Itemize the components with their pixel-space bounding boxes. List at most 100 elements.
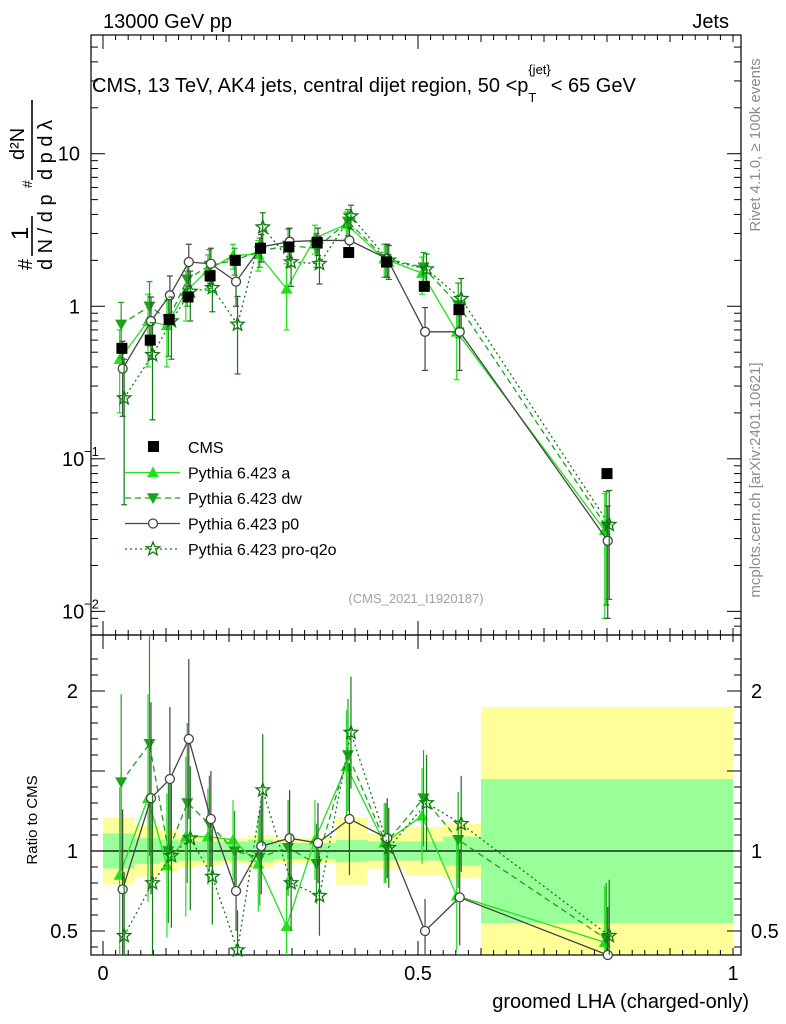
analysis-watermark: (CMS_2021_I1920187) [348, 591, 483, 606]
ratio-point-pythia-6-423-p0 [454, 892, 465, 903]
cms-data-point [311, 236, 323, 248]
series-line-pythia-6-423-p0 [122, 239, 609, 542]
ratio-tick-label-left: 2 [67, 681, 78, 703]
point-pythia-6-423-pro-q2o [342, 207, 360, 224]
y-tick-label-exponent: −1 [84, 444, 99, 459]
point-pythia-6-423-p0 [145, 315, 157, 327]
ratio-point-pythia-6-423-dw [341, 750, 354, 761]
point-pythia-6-423-p0 [183, 256, 194, 268]
mcplots-label: mcplots.cern.ch [arXiv:2401.10621] [747, 362, 764, 597]
point-pythia-6-423-pro-q2o [115, 389, 133, 406]
ratio-point-pythia-6-423-pro-q2o [311, 886, 328, 903]
ratio-tick-label-left: 0.5 [50, 921, 78, 943]
ratio-point-pythia-6-423-a [227, 833, 240, 845]
ratio-point-pythia-6-423-pro-q2o [418, 794, 435, 811]
cms-data-point [601, 468, 613, 480]
point-pythia-6-423-p0 [454, 326, 465, 337]
ratio-point-pythia-6-423-p0 [256, 841, 267, 852]
y-label-denominator-1: d N / d p [35, 194, 57, 270]
ratio-tick-label-right: 1 [751, 841, 762, 863]
ratio-point-pythia-6-423-pro-q2o [115, 926, 133, 943]
ratio-line-pythia-6-423-pro-q2o [123, 730, 610, 951]
cms-data-point [255, 242, 266, 254]
y-tick-label: 1 [69, 296, 80, 318]
point-pythia-6-423-pro-q2o [600, 515, 618, 532]
point-pythia-6-423-p0 [164, 290, 176, 301]
cms-data-point [116, 342, 128, 354]
legend-label-pythia-6-423-p0: Pythia 6.423 p0 [188, 517, 299, 534]
point-pythia-6-423-p0 [344, 235, 355, 246]
ratio-point-pythia-6-423-p0 [284, 833, 295, 844]
point-pythia-6-423-pro-q2o [282, 253, 300, 270]
x-tick-label: 0 [97, 963, 108, 985]
cms-data-point [418, 280, 430, 292]
point-pythia-6-423-dw [143, 301, 156, 313]
cms-data-point [182, 291, 194, 303]
plot-title-sub: T [528, 90, 536, 105]
series-pythia-6-423-p0 [117, 226, 613, 619]
point-pythia-6-423-p0 [230, 276, 242, 287]
ratio-point-pythia-6-423-p0 [164, 773, 176, 785]
point-pythia-6-423-pro-q2o [254, 218, 272, 235]
ratio-point-pythia-6-423-pro-q2o [342, 723, 360, 740]
y-axis-label-ratio: Ratio to CMS [24, 775, 41, 864]
ratio-point-pythia-6-423-dw [143, 739, 156, 750]
legend-marker-pythia-6-423-pro-q2o [144, 540, 162, 557]
point-pythia-6-423-pro-q2o [144, 346, 161, 363]
plot-title: CMS, 13 TeV, AK4 jets, central dijet reg… [92, 62, 636, 105]
y-axis-label-main: # 1 d N / d p # d²N d p d λ [7, 100, 57, 270]
legend-marker-pythia-6-423-dw [147, 493, 159, 504]
ratio-plot-frame [90, 634, 742, 956]
ratio-point-pythia-6-423-p0 [419, 925, 431, 937]
y-tick-label: 10 [58, 144, 80, 166]
ratio-uncertainty-bands [103, 707, 733, 955]
y-label-d2n: d²N [7, 128, 29, 160]
ratio-point-pythia-6-423-a [416, 809, 429, 821]
ratio-line-pythia-6-423-p0 [122, 737, 608, 956]
y-tick-label: 10 [62, 601, 84, 623]
y-label-denominator-2: d p d λ [35, 120, 57, 180]
point-pythia-6-423-pro-q2o [204, 279, 221, 295]
ratio-point-pythia-6-423-p0 [312, 837, 324, 849]
ratio-tick-label-left: 1 [67, 841, 78, 863]
ratio-line-pythia-6-423-a [119, 764, 605, 943]
ratio-series-group [113, 635, 618, 961]
ratio-point-pythia-6-423-pro-q2o [229, 941, 246, 958]
cms-data-point [204, 270, 216, 282]
ratio-point-pythia-6-423-dw [310, 859, 323, 870]
legend-label-pythia-6-423-a: Pythia 6.423 a [188, 466, 290, 483]
ratio-series-pythia-6-423-p0 [117, 659, 613, 961]
legend: CMS Pythia 6.423 a Pythia 6.423 dw Pythia 6… [125, 440, 337, 559]
y-label-one: 1 [7, 227, 34, 240]
ratio-point-pythia-6-423-pro-q2o [600, 926, 618, 943]
point-pythia-6-423-p0 [419, 326, 431, 337]
y-tick-label-exponent: −2 [84, 596, 99, 611]
point-pythia-6-423-pro-q2o [452, 290, 470, 306]
point-pythia-6-423-p0 [602, 535, 613, 546]
ratio-point-pythia-6-423-p0 [205, 813, 217, 825]
ratio-point-pythia-6-423-pro-q2o [181, 829, 199, 846]
plot-title-sup: {jet} [528, 62, 551, 77]
ratio-point-pythia-6-423-p0 [117, 884, 128, 895]
plot-title-main: CMS, 13 TeV, AK4 jets, central dijet reg… [92, 75, 528, 97]
cms-data-point [283, 241, 295, 253]
cms-data-point [343, 247, 355, 259]
series-line-pythia-6-423-a [119, 223, 606, 531]
ratio-point-pythia-6-423-dw [228, 846, 241, 857]
plot-title-tail: < 65 GeV [551, 75, 637, 97]
cms-data-points [116, 236, 613, 480]
ratio-point-pythia-6-423-pro-q2o [380, 838, 398, 855]
legend-marker-pythia-6-423-p0 [147, 518, 159, 529]
cms-data-point [381, 256, 392, 268]
ratio-point-pythia-6-423-pro-q2o [282, 874, 300, 891]
y-tick-label: 10 [62, 449, 84, 471]
cms-data-point [453, 304, 465, 316]
cms-data-point [144, 334, 156, 346]
point-pythia-6-423-dw [115, 319, 128, 331]
ratio-point-pythia-6-423-p0 [145, 793, 157, 804]
y-label-hash-1: # [15, 258, 37, 270]
ratio-series-pythia-6-423-pro-q2o [115, 676, 618, 958]
point-pythia-6-423-pro-q2o [229, 315, 246, 332]
point-pythia-6-423-dw [181, 274, 194, 286]
